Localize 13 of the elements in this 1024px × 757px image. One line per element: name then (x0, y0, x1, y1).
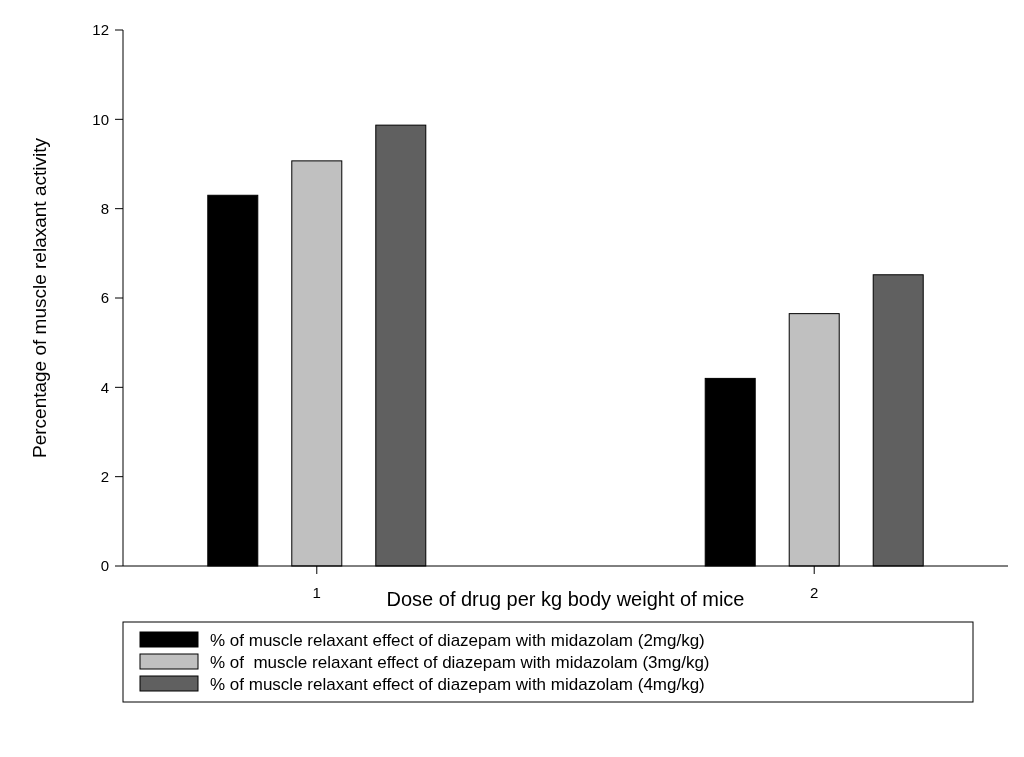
legend-label: % of muscle relaxant effect of diazepam with midazolam (3mg/kg) (210, 652, 710, 672)
y-axis-title: Percentage of muscle relaxant activity (29, 137, 50, 458)
y-tick-label: 8 (100, 199, 109, 217)
y-tick-label: 0 (100, 557, 109, 575)
x-axis-title: Dose of drug per kg body weight of mice (386, 588, 745, 610)
legend-label: % of muscle relaxant effect of diazepam with midazolam (2mg/kg) (210, 630, 705, 650)
y-tick-label: 2 (100, 467, 109, 485)
y-tick-label: 4 (100, 378, 109, 396)
y-tick-label: 10 (92, 110, 109, 128)
y-tick-label: 12 (92, 21, 109, 39)
legend-label: % of muscle relaxant effect of diazepam with midazolam (4mg/kg) (210, 674, 705, 694)
x-tick-label: 1 (312, 584, 321, 601)
y-tick-label: 6 (100, 289, 109, 307)
